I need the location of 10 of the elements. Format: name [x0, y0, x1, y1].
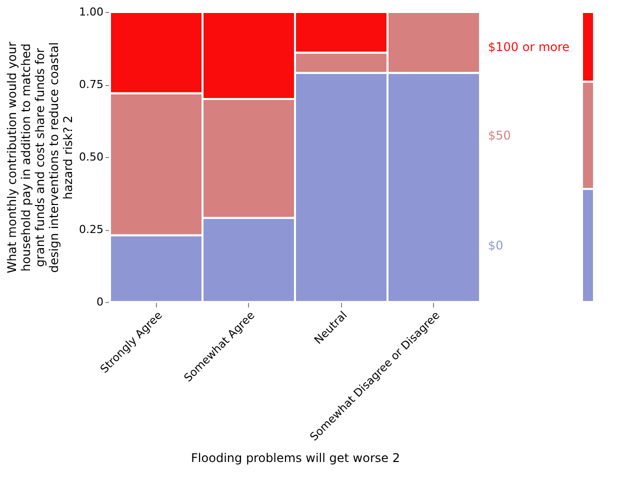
text: $100 or more	[488, 40, 570, 54]
series-label: $0	[488, 238, 504, 252]
y-tick-label: 1.00	[79, 6, 104, 18]
y-tick-label: 0.75	[79, 78, 104, 91]
y-tick-label: 0	[96, 296, 104, 308]
x-axis-title: Flooding problems will get worse 2	[191, 450, 400, 465]
y-tick-label: 0.25	[79, 223, 104, 236]
y-tick-label: 0.50	[79, 150, 104, 164]
y-axis-title: What monthly contribution would your household pay in addition to matched grant funds and cost share funds for design interventions to reduce coastal hazard risk? 2	[5, 42, 76, 274]
text: $50	[488, 128, 511, 142]
